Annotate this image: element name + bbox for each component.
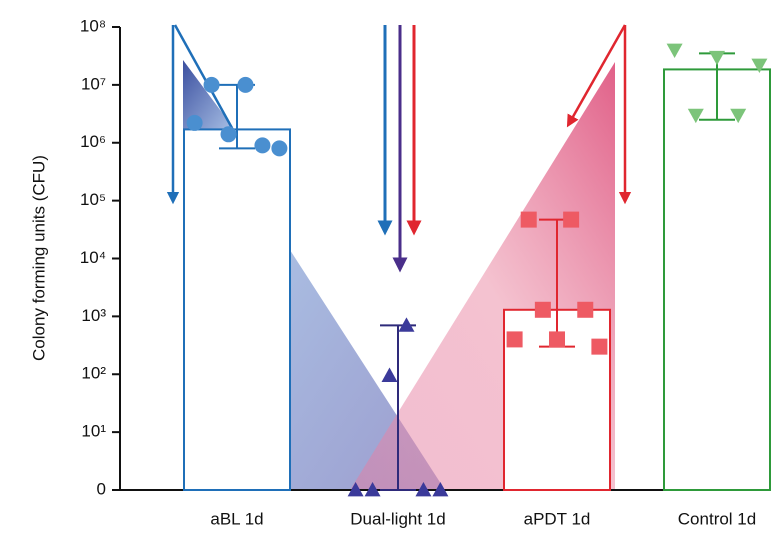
x-tick-label: Dual-light 1d [350, 509, 445, 528]
y-tick-label: 10⁶ [80, 132, 106, 151]
point [709, 51, 725, 65]
y-tick-label: 10² [81, 364, 106, 383]
y-tick-label: 10⁴ [80, 248, 106, 267]
point [549, 331, 565, 347]
point [577, 302, 593, 318]
point [521, 212, 537, 228]
point [382, 368, 398, 382]
point [254, 137, 270, 153]
bar [664, 69, 770, 490]
x-tick-label: aBL 1d [210, 509, 263, 528]
point [535, 302, 551, 318]
point [204, 77, 220, 93]
point [187, 115, 203, 131]
chart: Colony forming units (CFU) 0 10¹ 10² 10³ 10⁴… [0, 0, 771, 530]
y-tick-label: 0 [97, 479, 106, 498]
x-tick-label: Control 1d [678, 509, 756, 528]
point [237, 77, 253, 93]
point [591, 339, 607, 355]
bar [184, 129, 290, 490]
point [221, 126, 237, 142]
point [667, 44, 683, 58]
x-tick-label: aPDT 1d [524, 509, 591, 528]
y-tick-label: 10¹ [81, 422, 106, 441]
y-tick-label: 10⁸ [80, 16, 106, 35]
y-axis-label: Colony forming units (CFU) [29, 155, 48, 361]
point [563, 212, 579, 228]
y-tick-label: 10⁷ [81, 74, 106, 93]
y-tick-label: 10⁵ [80, 190, 106, 209]
y-tick-label: 10³ [81, 306, 106, 325]
point [271, 140, 287, 156]
point [507, 331, 523, 347]
